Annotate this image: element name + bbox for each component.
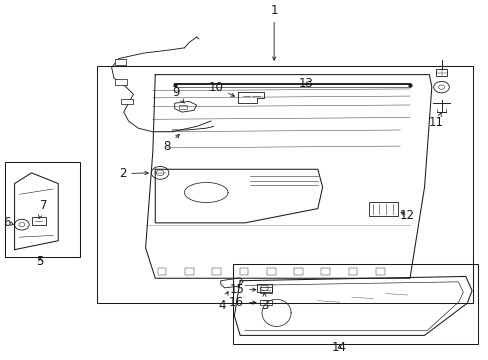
Text: 13: 13 — [298, 77, 312, 90]
Bar — [212, 268, 221, 275]
Bar — [259, 300, 271, 305]
Text: 7: 7 — [39, 198, 47, 219]
Bar — [115, 79, 127, 85]
Text: 14: 14 — [331, 341, 346, 354]
Bar — [368, 202, 397, 216]
Bar — [435, 69, 447, 76]
Bar — [178, 105, 187, 109]
Text: 6: 6 — [3, 216, 14, 229]
Bar — [232, 264, 477, 344]
Bar — [184, 268, 193, 275]
Text: 16: 16 — [228, 296, 255, 309]
Text: 1: 1 — [270, 4, 277, 60]
Bar — [259, 287, 271, 293]
Bar — [348, 268, 357, 275]
Text: 8: 8 — [163, 134, 179, 153]
Text: 4: 4 — [218, 292, 228, 312]
Bar — [375, 268, 384, 275]
Bar — [97, 66, 472, 303]
Bar — [121, 99, 133, 104]
Text: 9: 9 — [172, 86, 184, 103]
Bar — [5, 162, 80, 257]
Text: 2: 2 — [119, 167, 148, 180]
Text: 5: 5 — [37, 255, 44, 268]
Bar — [32, 217, 45, 225]
Text: 12: 12 — [399, 209, 414, 222]
Text: 10: 10 — [208, 81, 234, 96]
Text: 3: 3 — [260, 293, 267, 312]
Bar — [114, 59, 126, 65]
Bar — [294, 268, 302, 275]
Bar — [239, 268, 248, 275]
Bar — [257, 284, 271, 292]
Bar — [157, 268, 166, 275]
Bar — [321, 268, 329, 275]
Bar — [266, 268, 275, 275]
Text: 11: 11 — [428, 113, 443, 129]
Text: 15: 15 — [229, 283, 255, 296]
